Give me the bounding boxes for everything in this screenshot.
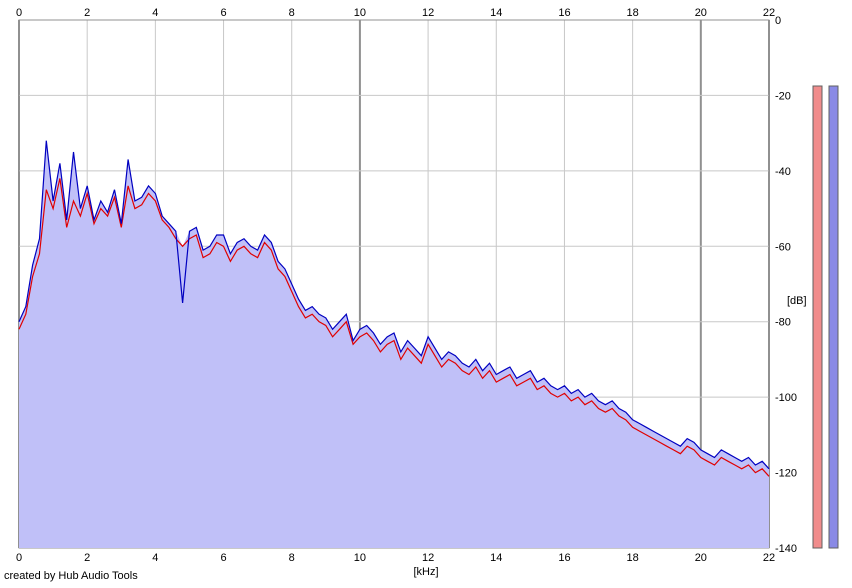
x-tick-label-top: 18 [627,7,639,19]
x-tick-label-top: 20 [695,7,707,19]
x-tick-label-bottom: 8 [289,552,295,564]
right-channel-line [18,140,770,470]
y-tick-label: -120 [775,468,797,480]
x-tick-label-top: 8 [289,7,295,19]
x-axis-bottom-tick-labels: 0 2 4 6 8 10 12 14 16 18 20 22 [16,552,775,564]
y-tick-label: -20 [775,90,791,102]
x-tick-label-top: 22 [763,7,775,19]
x-tick-label-top: 6 [220,7,226,19]
y-tick-label: -40 [775,166,791,178]
y-axis-label: [dB] [787,295,807,307]
spectrum-area-fill [19,140,769,548]
x-tick-label-top: 4 [152,7,158,19]
x-tick-label-top: 12 [422,7,434,19]
x-tick-label-bottom: 14 [490,552,502,564]
x-tick-label-top: 2 [84,7,90,19]
x-tick-label-bottom: 6 [220,552,226,564]
y-tick-label: 0 [775,15,781,27]
credit-text: created by Hub Audio Tools [4,570,138,582]
right-level-meter [828,85,839,549]
x-tick-label-top: 14 [490,7,502,19]
y-tick-label: -60 [775,241,791,253]
x-tick-label-bottom: 2 [84,552,90,564]
level-meters [812,85,839,549]
y-tick-label: -80 [775,317,791,329]
x-tick-label-top: 0 [16,7,22,19]
left-level-meter [812,85,823,549]
x-axis-top-tick-labels: 0 2 4 6 8 10 12 14 16 18 20 22 [16,7,775,19]
x-tick-label-bottom: 12 [422,552,434,564]
x-axis-label: [kHz] [413,566,438,578]
y-axis-tick-labels: 0 -20 -40 -60 -80 -100 -120 -140 [775,15,797,555]
x-tick-label-bottom: 20 [695,552,707,564]
x-tick-label-bottom: 22 [763,552,775,564]
x-tick-label-bottom: 18 [627,552,639,564]
x-tick-label-top: 16 [558,7,570,19]
x-tick-label-bottom: 16 [558,552,570,564]
y-tick-label: -140 [775,543,797,555]
x-tick-label-bottom: 10 [354,552,366,564]
series-lines [18,140,770,477]
y-tick-label: -100 [775,392,797,404]
left-channel-line [18,178,770,477]
x-tick-label-bottom: 4 [152,552,158,564]
x-tick-label-bottom: 0 [16,552,22,564]
x-tick-label-top: 10 [354,7,366,19]
